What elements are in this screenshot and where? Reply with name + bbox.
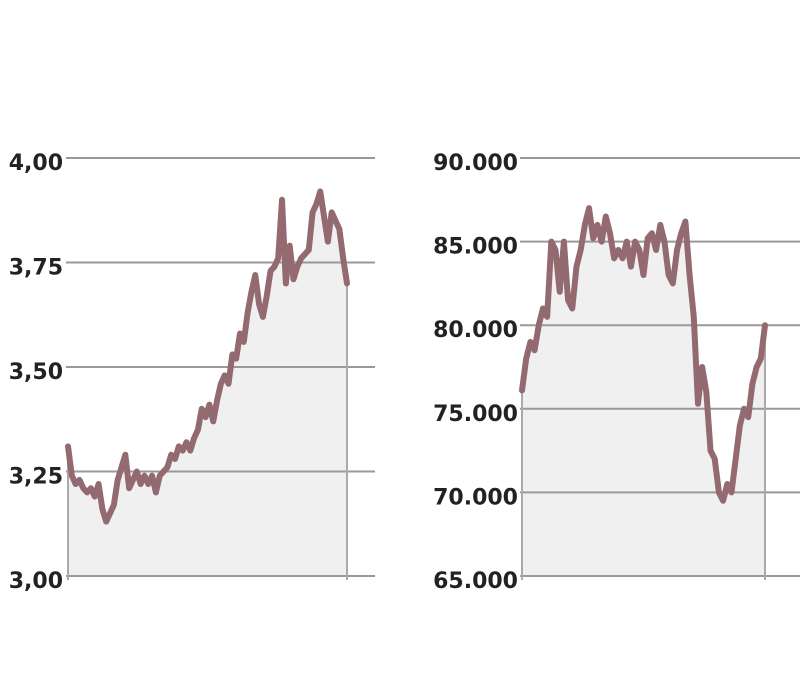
y-tick-label: 3,25 (9, 465, 63, 490)
y-tick-label: 65.000 (433, 569, 518, 594)
line (65, 188, 350, 525)
y-tick-label: 3,75 (9, 256, 63, 281)
area (522, 208, 765, 576)
y-tick-label: 4,00 (9, 151, 63, 176)
y-tick-label: 80.000 (433, 318, 518, 343)
line (519, 205, 768, 504)
y-tick-label: 75.000 (433, 402, 518, 427)
y-tick-label: 3,50 (9, 360, 63, 385)
y-tick-label: 3,00 (9, 569, 63, 594)
y-tick-label: 85.000 (433, 235, 518, 260)
y-tick-label: 70.000 (433, 485, 518, 510)
y-tick-label: 90.000 (433, 151, 518, 176)
